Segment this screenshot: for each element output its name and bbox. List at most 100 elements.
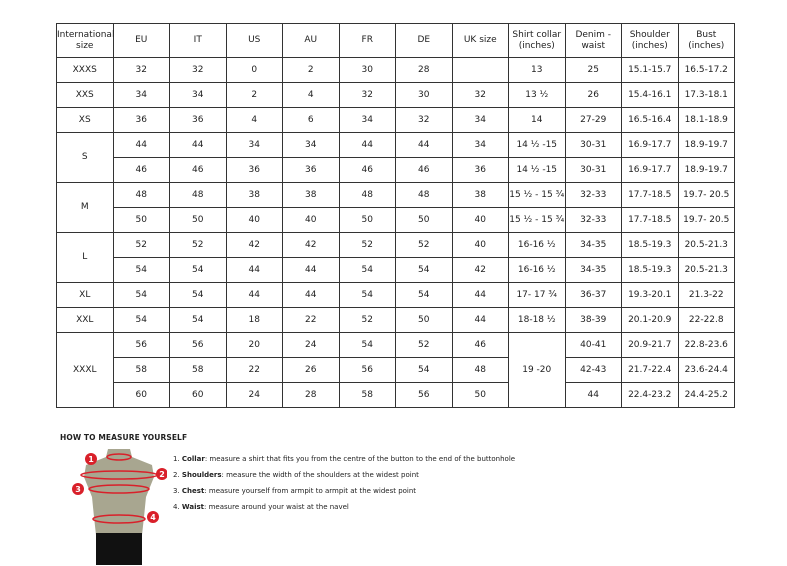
table-cell: 2: [225, 82, 283, 108]
table-cell: 56: [395, 382, 453, 408]
table-cell: 14 ½ -15: [508, 132, 566, 158]
table-cell: 18.9-19.7: [677, 132, 735, 158]
size-cell: L: [56, 232, 114, 283]
size-cell: XXL: [56, 307, 114, 333]
shorts-icon: [96, 533, 142, 565]
table-cell: 42: [451, 257, 509, 283]
table-cell: 21.3-22: [677, 282, 735, 308]
table-cell: 15 ½ - 15 ¾: [508, 182, 566, 208]
svg-text:2: 2: [159, 470, 165, 479]
table-cell: 22.4-23.2: [621, 382, 679, 408]
table-cell: 52: [338, 307, 396, 333]
table-cell: 27-29: [564, 107, 622, 133]
table-cell: 44: [225, 282, 283, 308]
table-cell: 52: [395, 232, 453, 258]
table-cell: 40: [282, 207, 340, 233]
table-cell: 42: [282, 232, 340, 258]
table-cell: 52: [395, 332, 453, 358]
table-cell: 32: [112, 57, 170, 83]
table-cell: 32-33: [564, 207, 622, 233]
table-cell: 36: [225, 157, 283, 183]
table-cell: 19.7- 20.5: [677, 207, 735, 233]
table-cell: 18.5-19.3: [621, 232, 679, 258]
table-cell: 17.7-18.5: [621, 207, 679, 233]
column-header: FR: [338, 23, 396, 58]
table-cell: 60: [169, 382, 227, 408]
table-cell: 34: [282, 132, 340, 158]
table-cell: 44: [225, 257, 283, 283]
table-cell: 48: [451, 357, 509, 383]
table-cell: 46: [169, 157, 227, 183]
size-cell: XXS: [56, 82, 114, 108]
table-cell: 17- 17 ¾: [508, 282, 566, 308]
table-cell: 52: [169, 232, 227, 258]
column-header: Denim - waist: [564, 23, 622, 58]
measure-steps: 1. Collar: measure a shirt that fits you…: [173, 451, 515, 515]
table-cell: 54: [169, 307, 227, 333]
size-cell: M: [56, 182, 114, 233]
table-cell: 32: [395, 107, 453, 133]
table-cell: 36: [282, 157, 340, 183]
table-cell: 18-18 ½: [508, 307, 566, 333]
table-cell: 50: [395, 207, 453, 233]
table-cell: 22.8-23.6: [677, 332, 735, 358]
column-header: Shoulder (inches): [621, 23, 679, 58]
table-cell: 54: [338, 282, 396, 308]
step-chest: 3. Chest: measure yourself from armpit t…: [173, 487, 417, 495]
table-row: 50 50 40 40 50 50 40 15 ½ - 15 ¾ 32-33 17.7-18.5 1…: [57, 207, 735, 233]
table-cell: 34: [169, 82, 227, 108]
table-cell: 22: [282, 307, 340, 333]
table-cell: 30: [338, 57, 396, 83]
table-cell: [451, 57, 509, 83]
table-cell: 22: [225, 357, 283, 383]
table-row: 46 46 36 36 46 46 36 14 ½ -15 30-31 16.9-17.7 18.9…: [57, 157, 735, 183]
table-cell: 20.9-21.7: [621, 332, 679, 358]
table-cell: 58: [338, 382, 396, 408]
size-cell: XL: [56, 282, 114, 308]
table-cell: 19.3-20.1: [621, 282, 679, 308]
table-cell: 16-16 ½: [508, 232, 566, 258]
table-cell: 18.1-18.9: [677, 107, 735, 133]
table-cell: 32: [451, 82, 509, 108]
column-header: US: [225, 23, 283, 58]
table-row: 60 60 24 28 58 56 50 44 22.4-23.2 24.4-25.2: [57, 382, 735, 408]
table-cell: 50: [169, 207, 227, 233]
svg-text:4: 4: [150, 513, 156, 522]
table-cell: 38: [282, 182, 340, 208]
table-cell: 54: [338, 332, 396, 358]
table-cell: 54: [112, 282, 170, 308]
table-cell: 34: [225, 132, 283, 158]
table-cell: 24: [282, 332, 340, 358]
table-cell: 40-41: [564, 332, 622, 358]
table-cell: 44: [338, 132, 396, 158]
table-cell: 13: [508, 57, 566, 83]
table-row: L 52 52 42 42 52 52 40 16-16 ½ 34-35 18.5-19.3 20.5…: [56, 232, 735, 283]
table-cell: 13 ½: [508, 82, 566, 108]
table-cell: 50: [451, 382, 509, 408]
column-header: AU: [282, 23, 340, 58]
table-row: XXXL 56 56 20 24 54 52 46 19 -20 40-41 20.9-21.7 22…: [56, 332, 735, 408]
table-cell: 50: [338, 207, 396, 233]
torso-icon: [84, 449, 154, 535]
table-cell: 56: [112, 332, 170, 358]
marker-2-icon: [156, 468, 167, 480]
table-cell: 20.5-21.3: [677, 257, 735, 283]
table-row: XS 36 36 4 6 34 32 34 14 27-29 16.5-16.4 18.1-18.9: [56, 107, 735, 133]
table-cell: 44: [169, 132, 227, 158]
table-cell: 34-35: [564, 257, 622, 283]
svg-text:3: 3: [75, 485, 81, 494]
table-cell: 15.4-16.1: [621, 82, 679, 108]
column-header: Bust (inches): [677, 23, 735, 58]
table-cell: 56: [169, 332, 227, 358]
table-cell: 40: [225, 207, 283, 233]
column-header: Shirt collar (inches): [508, 23, 566, 58]
table-cell: 48: [338, 182, 396, 208]
column-header: International size: [56, 23, 114, 58]
table-cell: 19.7- 20.5: [677, 182, 735, 208]
column-header: EU: [112, 23, 170, 58]
table-cell: 50: [112, 207, 170, 233]
table-cell: 36: [112, 107, 170, 133]
table-cell: 40: [451, 207, 509, 233]
svg-text:1: 1: [88, 455, 94, 464]
table-cell: 32: [169, 57, 227, 83]
